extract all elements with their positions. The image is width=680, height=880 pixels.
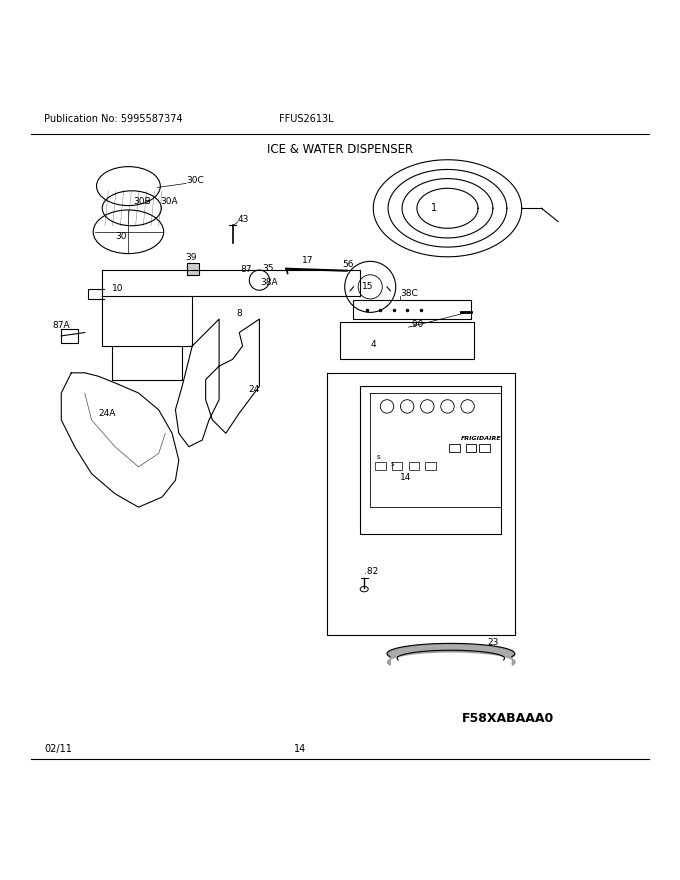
Bar	[479, 444, 490, 452]
Bar	[409, 462, 420, 470]
Bar	[449, 444, 460, 452]
Text: 39: 39	[186, 253, 197, 262]
Text: 17: 17	[302, 256, 313, 266]
Bar	[466, 444, 477, 452]
Text: 38A: 38A	[260, 278, 278, 287]
Text: .82: .82	[364, 568, 378, 576]
Text: .90: .90	[409, 320, 423, 329]
Text: 87A: 87A	[52, 321, 70, 330]
Text: 24A: 24A	[98, 409, 116, 419]
Bar	[340, 322, 475, 359]
Bar	[375, 462, 386, 470]
Text: 1: 1	[431, 203, 437, 213]
Text: 02/11: 02/11	[44, 744, 72, 754]
Text: 43: 43	[238, 215, 250, 224]
Bar	[425, 462, 436, 470]
Text: 23: 23	[488, 638, 499, 647]
Text: 15: 15	[362, 282, 373, 291]
Bar	[392, 462, 403, 470]
Text: 10: 10	[112, 284, 123, 293]
Text: s: s	[390, 460, 394, 466]
Text: FFUS2613L: FFUS2613L	[279, 114, 334, 124]
Text: Publication No: 5995587374: Publication No: 5995587374	[44, 114, 183, 124]
Text: 8: 8	[236, 309, 241, 318]
Text: 30C: 30C	[186, 176, 204, 186]
Bar	[354, 300, 471, 319]
Text: 4: 4	[370, 341, 376, 349]
Text: 30B: 30B	[133, 196, 151, 206]
Text: 38C: 38C	[401, 290, 418, 298]
Text: 24: 24	[248, 385, 259, 393]
Text: 56: 56	[342, 260, 354, 268]
Text: s: s	[377, 454, 381, 460]
Text: 14: 14	[401, 473, 412, 482]
Text: 14: 14	[294, 744, 306, 754]
Text: 35: 35	[262, 264, 274, 273]
Text: 30A: 30A	[160, 196, 177, 206]
Text: FRIGIDAIRE: FRIGIDAIRE	[461, 436, 502, 441]
Bar	[187, 263, 199, 275]
Text: ICE & WATER DISPENSER: ICE & WATER DISPENSER	[267, 143, 413, 156]
Text: 87: 87	[241, 265, 252, 274]
Text: 30: 30	[115, 231, 126, 240]
Text: F58XABAAA0: F58XABAAA0	[462, 713, 554, 725]
